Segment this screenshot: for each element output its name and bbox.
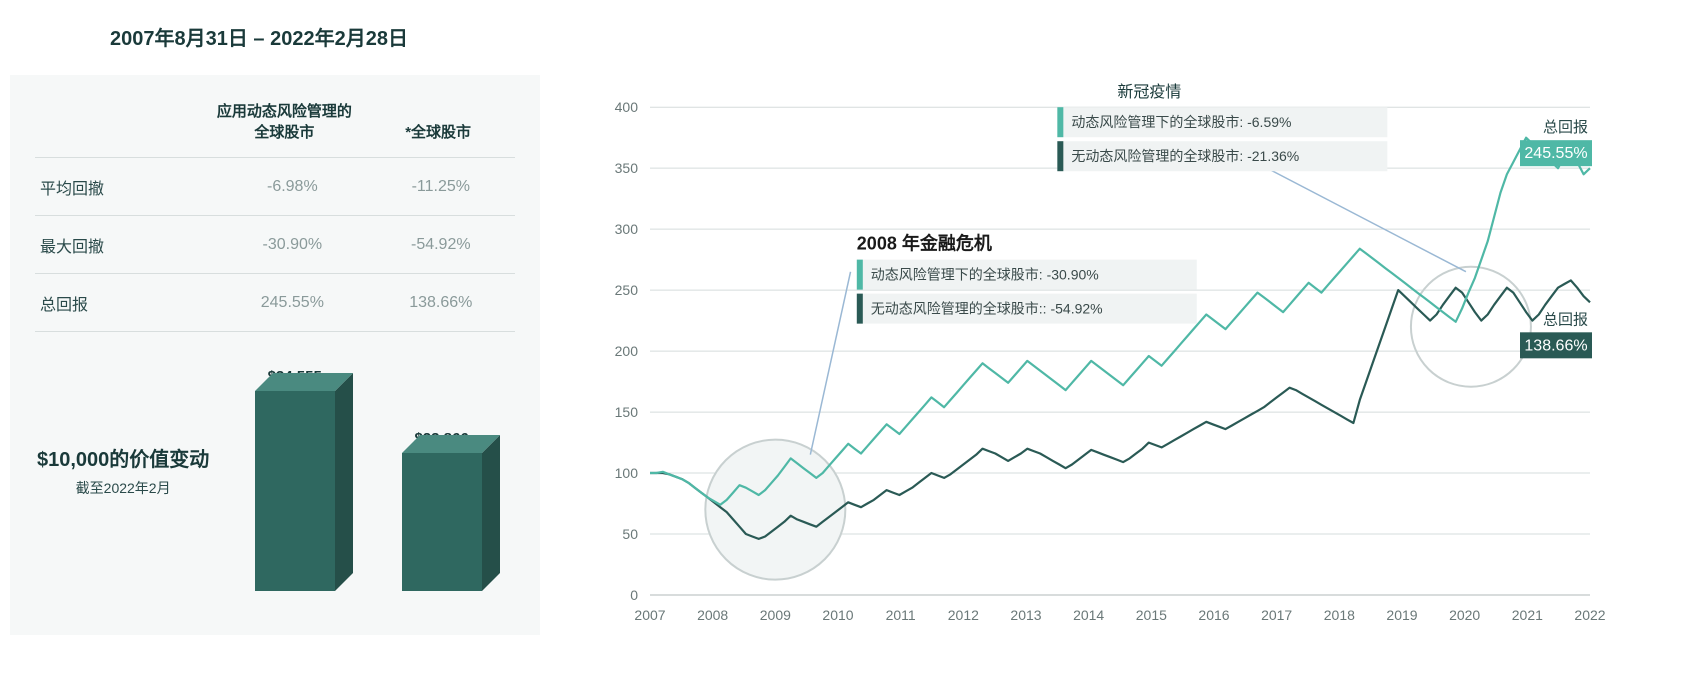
row-label: 总回报	[35, 291, 218, 315]
svg-text:138.66%: 138.66%	[1524, 337, 1587, 354]
svg-text:2020: 2020	[1449, 607, 1480, 623]
svg-text:无动态风险管理的全球股市:: -54.92%: 无动态风险管理的全球股市:: -54.92%	[871, 301, 1103, 317]
svg-text:2009: 2009	[760, 607, 791, 623]
cell-value: -6.98%	[218, 178, 366, 196]
table-row: 最大回撤 -30.90% -54.92%	[35, 215, 515, 273]
table-row: 总回报 245.55% 138.66%	[35, 273, 515, 331]
bars-caption: $10,000的价值变动 截至2022年2月	[35, 446, 221, 498]
row-label: 平均回撤	[35, 175, 218, 199]
svg-text:2012: 2012	[948, 607, 979, 623]
svg-text:100: 100	[615, 465, 639, 481]
svg-text:300: 300	[615, 221, 639, 237]
row-label: 最大回撤	[35, 233, 218, 257]
svg-text:2008: 2008	[697, 607, 728, 623]
svg-text:2011: 2011	[886, 607, 916, 623]
bar-1: $34,555	[221, 352, 368, 591]
svg-text:2015: 2015	[1136, 607, 1167, 623]
svg-text:2010: 2010	[822, 607, 853, 623]
svg-text:2013: 2013	[1010, 607, 1041, 623]
svg-text:2018: 2018	[1324, 607, 1355, 623]
bars-caption-main: $10,000的价值变动	[35, 446, 211, 474]
svg-text:动态风险管理下的全球股市: -6.59%: 动态风险管理下的全球股市: -6.59%	[1071, 114, 1291, 130]
svg-text:0: 0	[630, 587, 638, 603]
svg-text:245.55%: 245.55%	[1524, 145, 1587, 162]
bar-2: $23,866	[368, 352, 515, 591]
svg-text:2007: 2007	[634, 607, 665, 623]
stats-panel: 应用动态风险管理的全球股市 *全球股市 平均回撤 -6.98% -11.25% …	[10, 75, 540, 635]
svg-text:动态风险管理下的全球股市: -30.90%: 动态风险管理下的全球股市: -30.90%	[871, 267, 1099, 283]
svg-text:2022: 2022	[1574, 607, 1605, 623]
bars-caption-sub: 截至2022年2月	[35, 478, 211, 498]
svg-text:无动态风险管理的全球股市: -21.36%: 无动态风险管理的全球股市: -21.36%	[1071, 148, 1299, 164]
line-chart: 0 50 100 150 200 250 300 350 400 2007 2008 2009 2010…	[590, 75, 1660, 645]
svg-text:2014: 2014	[1073, 607, 1104, 623]
svg-text:总回报: 总回报	[1543, 119, 1588, 136]
svg-text:400: 400	[615, 99, 639, 115]
svg-text:250: 250	[615, 282, 639, 298]
svg-text:2017: 2017	[1261, 607, 1292, 623]
svg-text:2008 年金融危机: 2008 年金融危机	[857, 233, 992, 254]
cell-value: -30.90%	[218, 236, 366, 254]
col-header-2: *全球股市	[361, 121, 515, 142]
svg-text:50: 50	[622, 526, 638, 542]
cell-value: 138.66%	[367, 294, 515, 312]
table-header-row: 应用动态风险管理的全球股市 *全球股市	[35, 75, 515, 157]
col-header-1: 应用动态风险管理的全球股市	[208, 100, 362, 142]
date-range-title: 2007年8月31日 – 2022年2月28日	[110, 22, 408, 51]
svg-text:2016: 2016	[1198, 607, 1229, 623]
table-row: 平均回撤 -6.98% -11.25%	[35, 157, 515, 215]
svg-text:150: 150	[615, 404, 639, 420]
svg-text:新冠疫情: 新冠疫情	[1117, 83, 1181, 101]
cell-value: -54.92%	[367, 236, 515, 254]
svg-text:总回报: 总回报	[1543, 311, 1588, 328]
svg-text:2019: 2019	[1386, 607, 1417, 623]
svg-text:200: 200	[615, 343, 639, 359]
cell-value: 245.55%	[218, 294, 366, 312]
svg-text:350: 350	[615, 160, 639, 176]
cell-value: -11.25%	[367, 178, 515, 196]
svg-text:2021: 2021	[1512, 607, 1543, 623]
stats-table: 应用动态风险管理的全球股市 *全球股市 平均回撤 -6.98% -11.25% …	[10, 75, 540, 331]
growth-bars: $10,000的价值变动 截至2022年2月 $34,555 $23,866	[35, 331, 515, 591]
